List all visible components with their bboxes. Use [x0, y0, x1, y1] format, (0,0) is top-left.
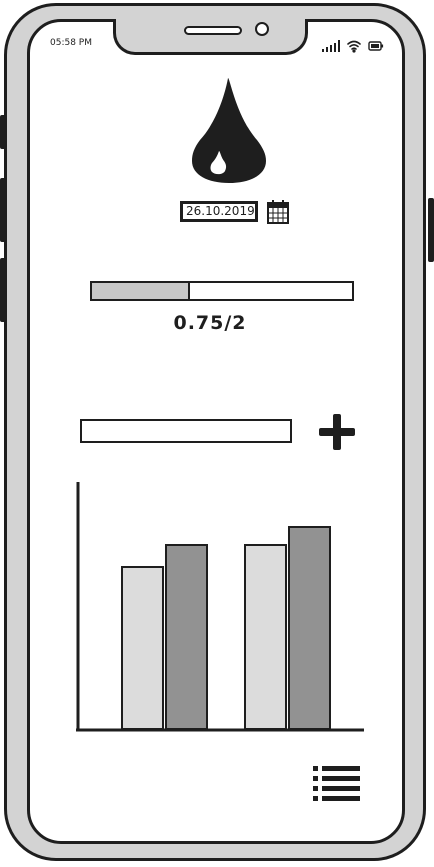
- battery-icon: [368, 41, 384, 51]
- front-camera: [255, 22, 269, 36]
- signal-icon: [322, 40, 340, 52]
- side-button-right: [428, 198, 434, 262]
- side-button-left-3: [0, 258, 6, 322]
- wifi-icon: [347, 40, 361, 53]
- date-field[interactable]: 26.10.2019: [180, 201, 258, 222]
- intake-progress-bar: [90, 281, 354, 301]
- intake-progress-label: 0.75/2: [173, 312, 247, 334]
- plus-icon: [319, 414, 355, 450]
- chart-bar: [165, 544, 208, 730]
- intake-progress-fill: [92, 283, 190, 299]
- side-button-left-1: [0, 115, 6, 149]
- water-drop-icon: [190, 76, 268, 184]
- list-menu-icon: [313, 766, 360, 801]
- status-time: 05:58 PM: [50, 38, 92, 48]
- intake-chart: [70, 478, 370, 736]
- chart-bar: [121, 566, 164, 730]
- add-button[interactable]: [318, 413, 356, 451]
- side-button-left-2: [0, 178, 6, 242]
- chart-bar: [244, 544, 287, 730]
- calendar-icon[interactable]: [266, 199, 290, 225]
- speaker: [184, 26, 242, 35]
- amount-input[interactable]: [80, 419, 292, 443]
- menu-button[interactable]: [312, 764, 362, 804]
- notch: [113, 19, 308, 55]
- status-icons: [322, 38, 386, 53]
- chart-bar: [288, 526, 331, 730]
